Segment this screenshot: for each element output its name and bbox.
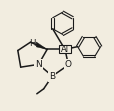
Text: B: B <box>49 71 55 81</box>
Text: N: N <box>35 60 41 69</box>
Text: O: O <box>64 60 71 69</box>
FancyBboxPatch shape <box>58 45 70 53</box>
Polygon shape <box>36 42 47 49</box>
Text: H: H <box>29 39 35 48</box>
Text: Al: Al <box>60 45 68 54</box>
